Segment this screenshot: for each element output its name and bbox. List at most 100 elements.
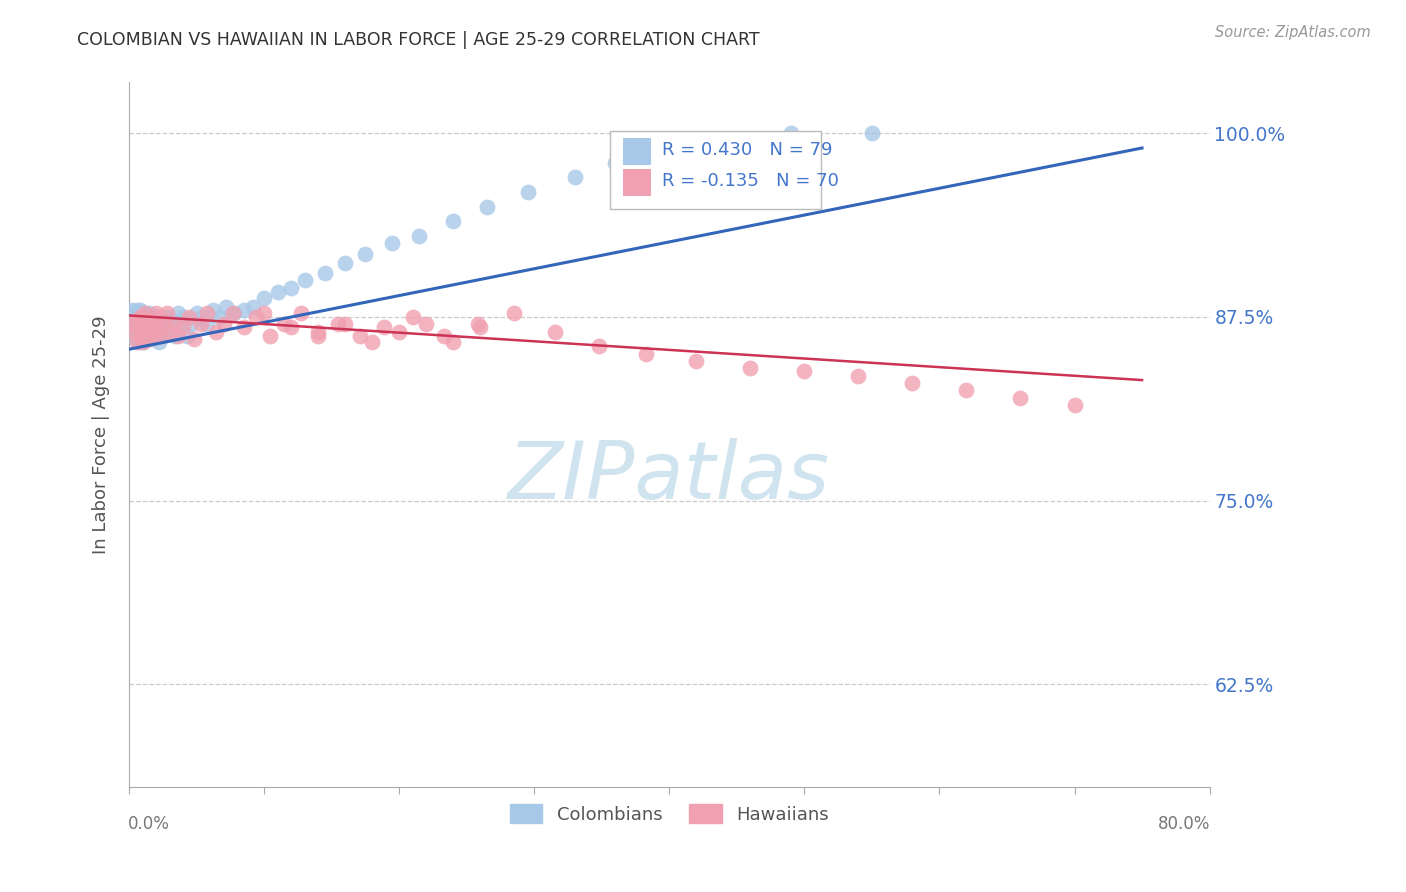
Legend: Colombians, Hawaiians: Colombians, Hawaiians	[502, 797, 837, 830]
Point	[128, 320, 150, 334]
FancyBboxPatch shape	[610, 131, 821, 209]
Point	[138, 329, 160, 343]
Point	[208, 310, 231, 324]
Point	[280, 280, 302, 294]
Point	[901, 376, 924, 390]
Point	[153, 318, 176, 332]
Point	[131, 310, 153, 324]
Point	[127, 314, 149, 328]
Text: R = 0.430   N = 79: R = 0.430 N = 79	[662, 141, 832, 159]
Point	[294, 273, 316, 287]
Point	[307, 325, 329, 339]
Text: R = -0.135   N = 70: R = -0.135 N = 70	[662, 171, 838, 190]
Point	[197, 305, 219, 319]
Point	[145, 305, 167, 319]
Point	[124, 325, 146, 339]
Point	[121, 302, 143, 317]
Point	[128, 329, 150, 343]
Point	[142, 318, 165, 332]
Point	[134, 305, 156, 319]
Point	[290, 305, 312, 319]
Point	[124, 318, 146, 332]
Point	[224, 305, 246, 319]
Point	[354, 246, 377, 260]
Point	[141, 332, 163, 346]
Y-axis label: In Labor Force | Age 25-29: In Labor Force | Age 25-29	[93, 315, 110, 554]
Point	[658, 141, 681, 155]
Point	[169, 318, 191, 332]
Point	[280, 320, 302, 334]
Point	[740, 361, 762, 376]
Point	[503, 305, 526, 319]
Point	[259, 329, 281, 343]
Text: 80.0%: 80.0%	[1159, 815, 1211, 833]
Point	[711, 134, 734, 148]
Point	[128, 318, 150, 332]
Point	[388, 325, 411, 339]
Point	[190, 318, 212, 332]
Point	[475, 200, 498, 214]
Point	[128, 310, 150, 324]
Point	[129, 310, 152, 324]
Point	[860, 126, 883, 140]
Point	[124, 310, 146, 324]
Point	[128, 309, 150, 323]
Point	[143, 329, 166, 343]
Point	[122, 310, 145, 324]
Point	[204, 325, 226, 339]
Point	[129, 325, 152, 339]
Point	[153, 318, 176, 332]
Point	[139, 314, 162, 328]
Point	[125, 318, 148, 332]
Text: COLOMBIAN VS HAWAIIAN IN LABOR FORCE | AGE 25-29 CORRELATION CHART: COLOMBIAN VS HAWAIIAN IN LABOR FORCE | A…	[77, 31, 761, 49]
Point	[150, 329, 173, 343]
Point	[159, 325, 181, 339]
Point	[145, 329, 167, 343]
Point	[441, 334, 464, 349]
Point	[361, 334, 384, 349]
Point	[162, 314, 184, 328]
Point	[146, 320, 169, 334]
Point	[441, 214, 464, 228]
Point	[125, 314, 148, 328]
Point	[136, 318, 159, 332]
Point	[136, 320, 159, 334]
Point	[314, 266, 336, 280]
Point	[1063, 398, 1085, 412]
Point	[139, 325, 162, 339]
Point	[122, 318, 145, 332]
Point	[131, 314, 153, 328]
Point	[242, 300, 264, 314]
Point	[793, 364, 815, 378]
Point	[564, 170, 586, 185]
Point	[128, 334, 150, 349]
Point	[142, 318, 165, 332]
Point	[135, 325, 157, 339]
Point	[588, 339, 610, 353]
Point	[636, 346, 658, 360]
Point	[215, 300, 238, 314]
Point	[163, 318, 186, 332]
Point	[373, 320, 395, 334]
Point	[180, 318, 202, 332]
Point	[122, 318, 145, 332]
Point	[232, 320, 254, 334]
Point	[135, 310, 157, 324]
Point	[156, 310, 179, 324]
Point	[328, 318, 350, 332]
Point	[128, 318, 150, 332]
Point	[128, 302, 150, 317]
Point	[131, 334, 153, 349]
Point	[146, 314, 169, 328]
Point	[470, 320, 492, 334]
Point	[124, 325, 146, 339]
Point	[191, 310, 214, 324]
Point	[955, 384, 977, 398]
Point	[253, 305, 276, 319]
Point	[232, 302, 254, 317]
Point	[543, 325, 565, 339]
Point	[402, 310, 425, 324]
Point	[127, 302, 149, 317]
Point	[166, 329, 188, 343]
Point	[335, 255, 357, 269]
